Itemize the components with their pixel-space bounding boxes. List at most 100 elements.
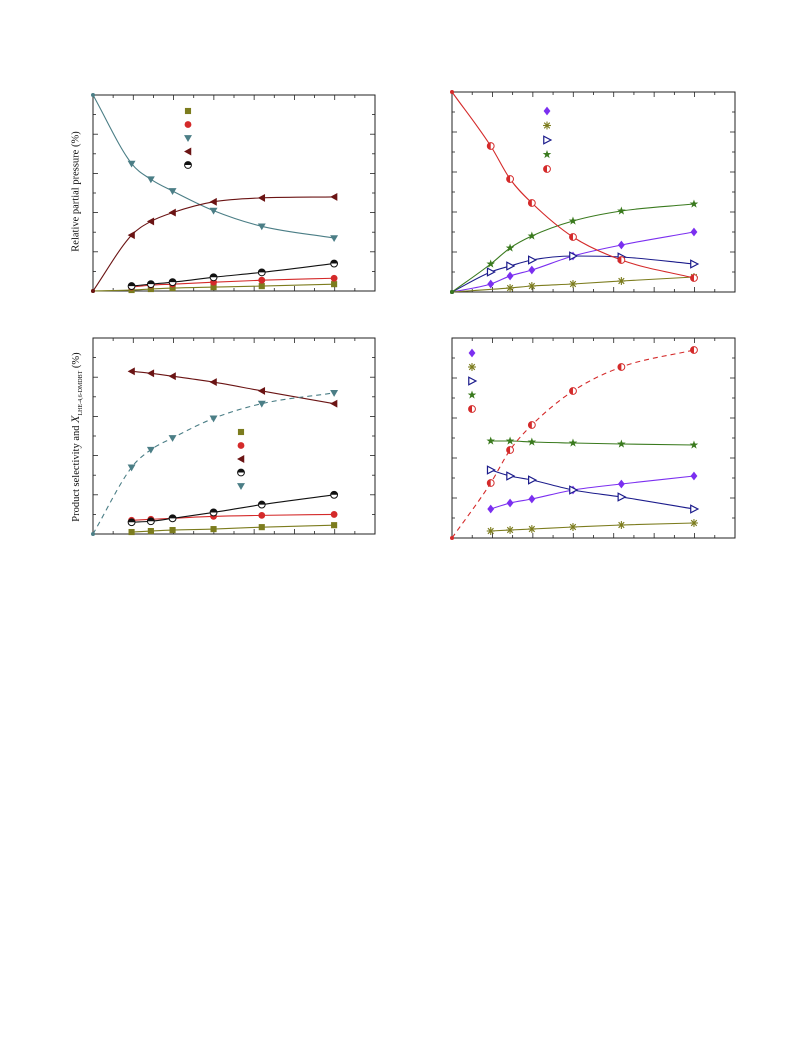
data-point-black-fill: [258, 501, 266, 505]
y-axis-label-bottom-text: Product selectivity and: [70, 422, 82, 522]
data-point-maroon: [257, 386, 266, 395]
fit-line-black: [131, 494, 335, 523]
data-point-black-fill: [169, 514, 176, 519]
data-point-green: [689, 440, 699, 449]
data-point-black: [209, 273, 218, 282]
data-point-purple: [690, 471, 698, 481]
data-point-green: [527, 437, 537, 446]
data-point-black-fill: [169, 278, 176, 283]
data-point-purple: [690, 227, 698, 237]
data-point-olive: [617, 521, 626, 529]
legend-marker-red-fill: [543, 165, 547, 173]
data-point-teal: [146, 176, 155, 184]
legend-marker-red: [543, 165, 551, 173]
data-point-purple: [528, 265, 536, 275]
data-point-maroon: [330, 192, 338, 201]
data-point-olive: [569, 523, 577, 531]
legend: [237, 428, 245, 490]
data-point-olive: [169, 527, 176, 534]
data-point-maroon: [146, 369, 155, 378]
data-point-black: [209, 508, 218, 517]
data-point-red-fill: [617, 256, 622, 264]
data-point-olive: [527, 525, 536, 533]
data-point-green: [617, 206, 626, 215]
data-point-olive-stroke: [506, 284, 514, 292]
data-point-olive: [486, 527, 495, 535]
legend-marker-olive: [468, 363, 476, 371]
data-point-olive: [147, 528, 154, 535]
data-point-navy: [617, 492, 627, 502]
data-point-black-fill: [147, 517, 155, 522]
y-axis-label-bottom-symbol: X: [67, 415, 82, 423]
data-point-red-fill: [690, 346, 694, 354]
data-point-red: [569, 233, 577, 241]
legend-marker-teal: [237, 483, 245, 490]
data-point-navy: [528, 475, 538, 485]
data-point-green: [486, 436, 495, 445]
legend-marker-olive: [543, 121, 551, 130]
data-point-red: [690, 274, 698, 282]
data-point-red: [617, 256, 626, 264]
data-point-olive: [210, 526, 217, 533]
legend-marker-red: [237, 442, 245, 449]
data-point-red-fill: [569, 233, 573, 241]
data-point-olive: [258, 283, 265, 290]
data-point-teal: [209, 207, 218, 215]
data-point-teal: [168, 435, 177, 442]
legend-marker-red: [468, 405, 476, 413]
data-point-black: [127, 518, 136, 527]
data-point-teal: [209, 415, 218, 423]
data-point-black: [146, 280, 155, 289]
data-point-purple: [617, 479, 625, 489]
data-point-black-fill: [258, 268, 266, 273]
data-point-olive: [169, 285, 176, 292]
data-point-navy: [569, 485, 579, 495]
data-point-origin: [450, 290, 454, 294]
data-point-black: [257, 500, 266, 509]
fit-line-green: [490, 440, 694, 446]
legend-marker-olive: [237, 428, 245, 436]
data-point-origin: [450, 536, 454, 540]
legend-marker-red: [184, 121, 192, 128]
data-point-green: [505, 436, 515, 445]
data-point-red: [527, 199, 536, 207]
legend: [542, 106, 553, 173]
data-point-green: [568, 216, 578, 225]
data-point-olive: [331, 522, 338, 529]
fit-line-olive: [490, 522, 694, 532]
data-point-navy: [486, 267, 496, 277]
fit-line-olive: [131, 524, 335, 533]
data-point-red-fill: [487, 142, 491, 150]
data-point-olive-stroke: [506, 526, 514, 534]
data-point-green: [617, 439, 626, 448]
data-point-olive: [690, 519, 698, 527]
legend: [184, 107, 192, 169]
data-point-olive-stroke: [487, 527, 494, 535]
data-point-olive: [258, 524, 265, 531]
data-point-navy: [690, 504, 700, 514]
legend-marker-black-fill: [184, 161, 192, 165]
panel-bottom-left: [91, 337, 376, 536]
legend-marker-purple: [543, 106, 551, 116]
data-point-green: [486, 259, 495, 268]
data-point-olive: [617, 277, 626, 285]
legend-marker-black: [184, 161, 192, 169]
panel-bottom-right: [450, 337, 736, 540]
data-point-red: [258, 276, 266, 284]
data-point-red: [486, 142, 495, 150]
data-point-maroon: [209, 197, 217, 206]
data-point-maroon: [209, 378, 217, 387]
data-point-olive: [569, 280, 577, 288]
data-point-olive: [527, 282, 536, 290]
data-point-maroon: [168, 208, 176, 217]
data-point-navy: [506, 261, 516, 271]
data-point-red-fill: [569, 387, 573, 395]
data-point-black-fill: [330, 260, 338, 264]
panel-top-right: [450, 90, 736, 294]
data-point-purple: [506, 271, 514, 281]
data-point-red: [330, 274, 338, 282]
y-axis-label-top: Relative partial pressure (%): [70, 131, 82, 252]
data-point-navy: [528, 255, 538, 265]
legend-marker-olive-stroke: [468, 363, 476, 371]
data-point-purple: [506, 498, 514, 508]
